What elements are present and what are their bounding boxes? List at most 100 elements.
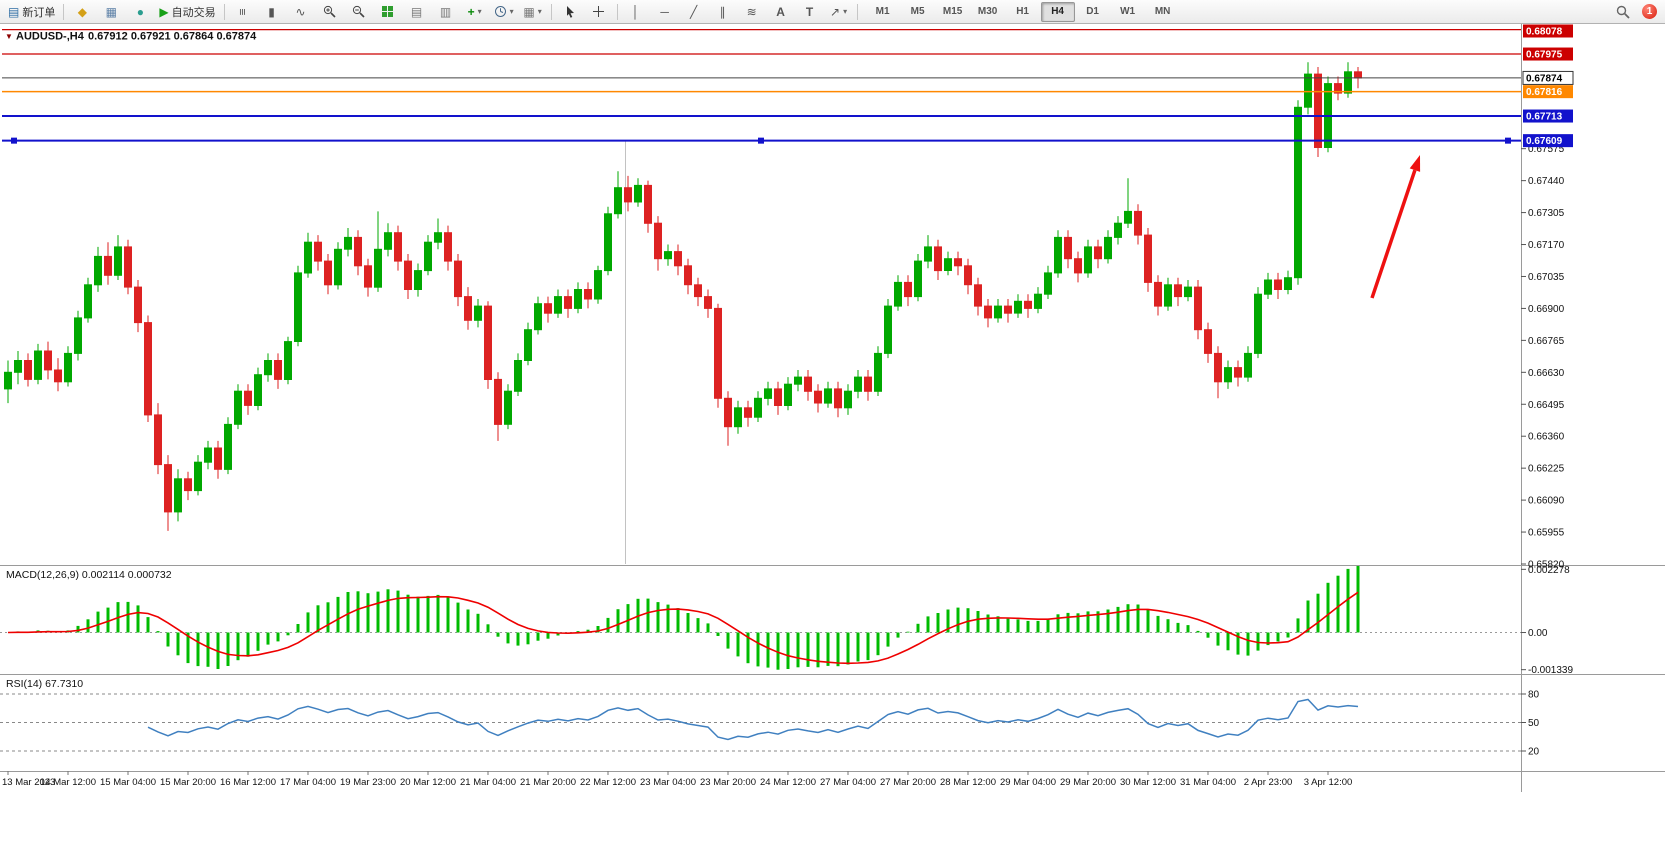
zoom-out-button[interactable] xyxy=(345,1,373,23)
candlestick-chart-button[interactable]: ▮ xyxy=(258,1,286,23)
candle-body xyxy=(134,286,142,324)
add-indicator-button[interactable]: + ▾ xyxy=(461,1,489,23)
price-tick-label: 0.66495 xyxy=(1528,400,1565,411)
timeframe-M5[interactable]: M5 xyxy=(910,6,925,17)
line-selection-handle[interactable] xyxy=(758,137,764,144)
candle-body xyxy=(74,317,82,354)
candle-body xyxy=(794,376,802,385)
candle-body xyxy=(144,322,152,416)
trend-arrow[interactable] xyxy=(1370,169,1417,299)
label-button[interactable]: T xyxy=(796,1,824,23)
rsi-level-label: 80 xyxy=(1528,690,1540,701)
candle-body xyxy=(474,305,482,321)
candle-body xyxy=(674,251,682,267)
new-order-label: 新订单 xyxy=(22,6,56,19)
price-level-label: 0.67975 xyxy=(1526,50,1563,61)
candle-body xyxy=(1294,106,1302,279)
trendline-button[interactable]: ╱ xyxy=(680,1,708,23)
quotes-icon: ◆ xyxy=(77,4,87,19)
indicators-window-button[interactable]: ▤ xyxy=(403,1,431,23)
candle-body xyxy=(614,187,622,215)
candle-body xyxy=(1144,234,1152,283)
candle-body xyxy=(1214,352,1222,383)
horizontal-line-button[interactable]: ─ xyxy=(651,1,679,23)
time-label: 27 Mar 20:00 xyxy=(880,777,936,788)
candle-body xyxy=(1204,329,1212,354)
channel-button[interactable]: ∥ xyxy=(709,1,737,23)
shapes-tool-icon: ↗ xyxy=(830,4,841,19)
search-button[interactable] xyxy=(1609,1,1637,23)
time-label: 24 Mar 12:00 xyxy=(760,777,816,788)
horizontal-line-icon: ─ xyxy=(660,4,669,19)
periods-button[interactable]: ▾ xyxy=(490,1,518,23)
macd-signal-line xyxy=(7,591,1359,665)
auto-trading-button[interactable]: ▶ 自动交易 xyxy=(155,1,219,23)
timeframe-M1[interactable]: M1 xyxy=(875,6,890,17)
templates-button[interactable]: ▦ ▾ xyxy=(519,1,547,23)
line-selection-handle[interactable] xyxy=(1505,137,1511,144)
chart-area[interactable]: 0.67575 0.67440 0.67305 0.67170 0.67035 0.669… xyxy=(0,24,1665,844)
candle-body xyxy=(1194,286,1202,331)
candle-body xyxy=(1154,281,1162,307)
time-label: 20 Mar 12:00 xyxy=(400,777,456,788)
price-level-label: 0.68078 xyxy=(1526,27,1563,38)
rsi-line xyxy=(147,698,1359,741)
timeframe-D1[interactable]: D1 xyxy=(1086,6,1099,17)
time-label: 29 Mar 20:00 xyxy=(1060,777,1116,788)
time-label: 23 Mar 20:00 xyxy=(700,777,756,788)
candle-body xyxy=(1274,279,1282,290)
candle-body xyxy=(174,478,182,513)
candle-body xyxy=(214,447,222,470)
bar-chart-button[interactable]: ≡ xyxy=(229,1,257,23)
tile-windows-icon xyxy=(382,6,394,17)
add-indicator-icon: + xyxy=(467,4,475,19)
timeframe-H4[interactable]: H4 xyxy=(1040,1,1075,22)
candle-body xyxy=(524,329,532,362)
candle-body xyxy=(1114,222,1122,238)
trend-arrow-head[interactable] xyxy=(1409,155,1421,172)
candle-body xyxy=(1054,236,1062,274)
crosshair-button[interactable] xyxy=(585,1,613,23)
autotrading-play-icon: ▶ xyxy=(159,4,169,19)
chart-plot-area[interactable] xyxy=(0,24,1521,565)
cursor-button[interactable] xyxy=(556,1,584,23)
candle-body xyxy=(1094,246,1102,260)
tile-windows-button[interactable] xyxy=(374,1,402,23)
chart-ohlc-values: 0.67912 0.67921 0.67864 0.67874 xyxy=(88,31,257,43)
bar-chart-icon: ≡ xyxy=(235,7,250,16)
notification-badge[interactable]: 1 xyxy=(1642,4,1657,19)
candle-body xyxy=(844,390,852,409)
timeframe-M15[interactable]: M15 xyxy=(942,6,963,17)
navigator-button[interactable]: ● xyxy=(126,1,154,23)
candle-body xyxy=(694,284,702,298)
timeframe-M30[interactable]: M30 xyxy=(977,6,998,17)
candle-body xyxy=(404,260,412,291)
shapes-button[interactable]: ↗ ▾ xyxy=(825,1,853,23)
toolbar: ▤ 新订单 ◆ ▦ ● ▶ 自动交易 ≡ ▮ ∿ xyxy=(0,0,1665,24)
candle-body xyxy=(684,265,692,286)
fibonacci-button[interactable]: ≋ xyxy=(738,1,766,23)
timeframe-MN[interactable]: MN xyxy=(1154,6,1171,17)
candle-body xyxy=(1064,236,1072,260)
line-chart-button[interactable]: ∿ xyxy=(287,1,315,23)
line-selection-handle[interactable] xyxy=(11,137,17,144)
arrange-windows-button[interactable]: ▥ xyxy=(432,1,460,23)
candle-body xyxy=(14,360,22,373)
toolbar-separator xyxy=(856,3,858,20)
quotes-button[interactable]: ◆ xyxy=(68,1,96,23)
candle-body xyxy=(414,270,422,291)
vertical-line-button[interactable]: │ xyxy=(622,1,650,23)
new-order-button[interactable]: ▤ 新订单 xyxy=(4,1,59,23)
candle-body xyxy=(1184,286,1192,298)
new-chart-button[interactable]: ▦ xyxy=(97,1,125,23)
candle-body xyxy=(504,390,512,425)
candle-body xyxy=(904,281,912,298)
candle-body xyxy=(264,360,272,376)
timeframe-H1[interactable]: H1 xyxy=(1016,6,1029,17)
zoom-in-button[interactable] xyxy=(316,1,344,23)
text-button[interactable]: A xyxy=(767,1,795,23)
current-price-badge xyxy=(1522,70,1574,85)
timeframe-W1[interactable]: W1 xyxy=(1120,6,1136,17)
symbol-dropdown-icon[interactable]: ▼ xyxy=(5,32,13,41)
